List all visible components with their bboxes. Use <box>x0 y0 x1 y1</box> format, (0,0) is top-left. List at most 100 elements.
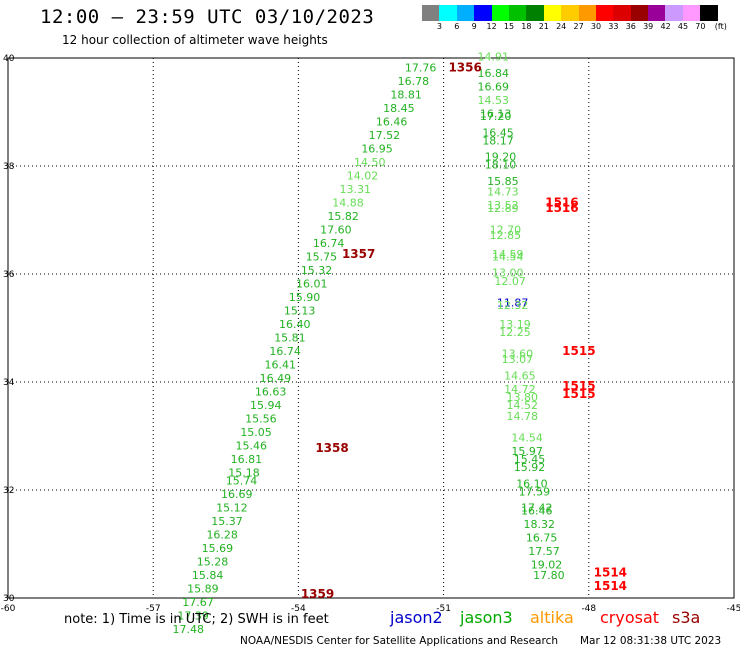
color-scale-label: 21 <box>538 22 549 31</box>
color-swatch <box>561 5 579 21</box>
pass-time-label: 1514 <box>594 565 627 579</box>
track-a-swh-label: 15.69 <box>202 542 234 555</box>
color-scale-label: 27 <box>573 22 584 31</box>
track-b-swh-label: 12.07 <box>494 275 526 288</box>
color-scale-label: 39 <box>643 22 654 31</box>
track-a-swh-label: 15.94 <box>250 399 282 412</box>
track-b-swh-label: 14.73 <box>487 186 519 199</box>
track-b-swh-label: 14.52 <box>507 399 539 412</box>
track-a-swh-label: 16.74 <box>269 345 301 358</box>
track-a-swh-label: 16.81 <box>231 453 263 466</box>
track-a-swh-label: 15.75 <box>306 251 338 264</box>
track-b-swh-label: 17.42 <box>521 502 553 515</box>
color-scale-unit: (ft) <box>714 22 727 31</box>
color-scale-label: 33 <box>608 22 619 31</box>
track-b-swh-label: 19.20 <box>485 151 517 164</box>
track-b-swh-label: 13.80 <box>507 391 539 404</box>
color-swatch <box>456 5 475 21</box>
track-a-swh-label: 15.84 <box>192 569 224 582</box>
color-swatch <box>665 5 683 21</box>
track-a-swh-label: 15.28 <box>197 556 229 569</box>
track-b-swh-label: 14.91 <box>477 51 509 64</box>
track-a-swh-label: 15.13 <box>284 305 316 318</box>
color-swatch <box>630 5 649 21</box>
track-b-swh-label: 13.07 <box>502 353 534 366</box>
color-swatch <box>474 5 492 21</box>
color-swatch <box>648 5 666 21</box>
color-swatch <box>578 5 596 21</box>
track-a-swh-label: 14.02 <box>347 170 379 183</box>
track-a-swh-label: 13.31 <box>340 183 372 196</box>
track-a-swh-label: 17.60 <box>320 224 352 237</box>
color-swatch <box>543 5 562 21</box>
legend-cryosat: cryosat <box>600 608 660 627</box>
track-b-swh-label: 18.17 <box>482 134 514 147</box>
color-swatch <box>595 5 614 21</box>
track-a-swh-label: 16.69 <box>221 488 253 501</box>
track-b-swh-label: 14.78 <box>507 410 539 423</box>
pass-time-label: 1515 <box>562 344 595 358</box>
lon-tick-label: -51 <box>436 604 451 614</box>
track-a-swh-label: 15.18 <box>228 467 260 480</box>
track-a-swh-label: 16.95 <box>361 143 393 156</box>
track-b-swh-label: 16.75 <box>526 531 558 544</box>
lat-tick-label: 34 <box>3 378 15 388</box>
map-frame <box>7 57 735 599</box>
pass-time-label: 1516 <box>545 201 578 215</box>
track-b-swh-label: 12.25 <box>499 326 531 339</box>
pass-time-label: 1359 <box>301 587 334 601</box>
track-b-swh-label: 12.32 <box>497 299 528 312</box>
track-b-swh-label: 18.10 <box>485 159 517 172</box>
track-b-swh-label: 13.60 <box>502 348 534 361</box>
track-a-swh-label: 16.74 <box>313 237 345 250</box>
track-a-swh-label: 15.46 <box>235 440 266 453</box>
track-a-swh-label: 16.49 <box>260 372 292 385</box>
color-scale-label: 6 <box>454 22 460 31</box>
color-scale-label: 30 <box>590 22 602 31</box>
track-b-swh-label: 16.69 <box>477 80 509 93</box>
track-b-swh-label: 15.85 <box>487 175 519 188</box>
track-b-swh-label: 15.45 <box>514 453 546 466</box>
footer-credit: NOAA/NESDIS Center for Satellite Applica… <box>240 635 558 647</box>
legend-altika: altika <box>530 608 574 627</box>
track-a-swh-label: 18.45 <box>383 102 415 115</box>
track-a-swh-label: 17.52 <box>369 129 401 142</box>
pass-time-label: 1514 <box>594 579 627 593</box>
track-b-swh-label: 16.46 <box>521 504 553 517</box>
track-b-swh-label: 13.19 <box>499 318 531 331</box>
track-b-swh-label: 14.72 <box>504 383 535 396</box>
color-scale-label: 3 <box>436 22 442 31</box>
track-b-swh-label: 14.54 <box>492 251 524 264</box>
track-a-swh-label: 16.63 <box>255 386 287 399</box>
pass-time-label: 1515 <box>562 387 595 401</box>
track-a-swh-label: 15.74 <box>226 475 257 488</box>
lon-tick-label: -54 <box>291 604 306 614</box>
track-b-swh-label: 15.92 <box>514 461 546 474</box>
pass-time-label: 1515 <box>562 379 595 393</box>
track-b-swh-label: 12.70 <box>490 224 521 237</box>
track-b-swh-label: 13.52 <box>487 199 519 212</box>
track-b-swh-label: 17.20 <box>480 110 512 123</box>
color-swatch <box>613 5 631 21</box>
track-b-swh-label: 19.02 <box>531 558 563 571</box>
color-swatch <box>682 5 701 21</box>
track-a-swh-label: 17.67 <box>182 596 214 609</box>
track-a-swh-label: 16.40 <box>279 318 311 331</box>
pass-time-label: 1356 <box>448 61 481 75</box>
color-scale-label: 12 <box>486 22 497 31</box>
color-scale-label: 42 <box>660 22 671 31</box>
track-a-swh-label: 15.82 <box>327 210 359 223</box>
pass-time-label: 1358 <box>315 441 348 455</box>
track-a-swh-label: 18.81 <box>390 89 422 102</box>
track-a-swh-label: 14.88 <box>332 197 364 210</box>
color-scale-label: 18 <box>521 22 532 31</box>
map-subtitle: 12 hour collection of altimeter wave hei… <box>62 33 328 47</box>
track-b-swh-label: 17.80 <box>533 569 565 582</box>
track-a-swh-label: 17.39 <box>177 610 209 623</box>
track-b-swh-label: 14.53 <box>477 94 509 107</box>
lat-tick-label: 36 <box>3 270 15 280</box>
track-a-swh-label: 15.81 <box>274 332 306 345</box>
color-scale-label: 9 <box>471 22 477 31</box>
track-a-swh-label: 15.32 <box>301 264 333 277</box>
